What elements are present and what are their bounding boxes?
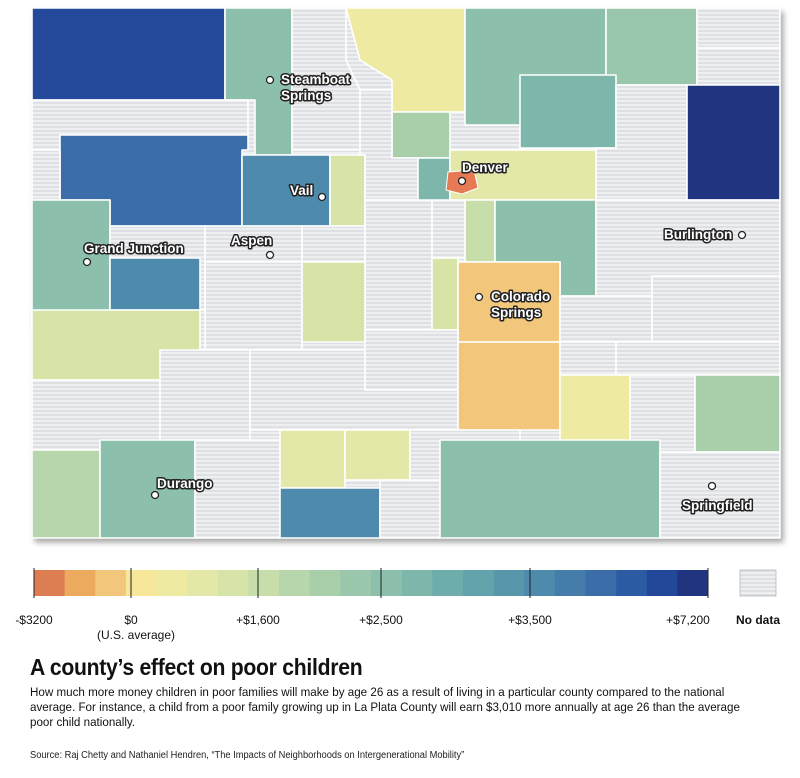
legend-tick-label: -$3200: [15, 613, 53, 627]
legend-swatch: [217, 570, 249, 596]
city-label: Durango: [157, 476, 213, 491]
legend-swatch: [248, 570, 280, 596]
description: How much more money children in poor fam…: [30, 685, 740, 729]
county-boulder: [391, 111, 451, 159]
city-label: Springs: [281, 88, 331, 103]
legend-swatch: [524, 570, 556, 596]
city-label: Colorado: [491, 289, 550, 304]
city-label: Steamboat: [281, 72, 351, 87]
city-label: Grand Junction: [84, 241, 184, 256]
county-jefferson: [431, 199, 466, 259]
caption: A county’s effect on poor children How m…: [30, 654, 785, 730]
county-kiowa: [615, 341, 781, 376]
county-delta: [109, 257, 201, 311]
legend-ticks: [33, 568, 709, 598]
county-fremont: [364, 329, 459, 391]
legend-color-ramp: [34, 570, 709, 596]
legend-tick-label: +$2,500: [359, 613, 403, 627]
city-grand-junction: Grand Junction: [83, 240, 185, 267]
legend-swatch: [493, 570, 525, 596]
county-eagle: [241, 154, 331, 227]
counties: [31, 7, 781, 539]
city-label: Vail: [290, 183, 313, 198]
county-logan: [605, 7, 698, 86]
county-archuleta: [279, 487, 381, 539]
legend-swatch: [646, 570, 678, 596]
legend-swatch: [309, 570, 341, 596]
city-springfield: Springfield: [681, 481, 754, 515]
city-burlington: Burlington: [663, 226, 747, 244]
city-aspen: Aspen: [230, 232, 275, 260]
county-ouray: [159, 349, 251, 441]
legend-no-data-label: No data: [736, 613, 780, 627]
city-vail: Vail: [289, 182, 327, 202]
county-morgan: [519, 74, 617, 149]
county-moffat: [31, 7, 226, 101]
legend-swatch: [64, 570, 96, 596]
legend-swatch: [279, 570, 311, 596]
county-garfield-west: [31, 149, 61, 201]
legend-tick-label: +$1,600: [236, 613, 280, 627]
source-note: Source: Raj Chetty and Nathaniel Hendren…: [30, 750, 465, 761]
city-steamboat-springs: Steamboat Springs: [265, 71, 352, 105]
colorado-county-map: Steamboat Springs Denver Vail Burlington…: [31, 7, 781, 539]
county-baca: [659, 451, 781, 539]
county-lincoln: [559, 295, 653, 343]
city-label: Springfield: [682, 498, 753, 513]
county-crowley: [559, 341, 617, 376]
city-label: Denver: [462, 160, 509, 175]
county-rio-grande: [344, 429, 411, 481]
headline: A county’s effect on poor children: [30, 654, 363, 680]
legend-swatch: [340, 570, 372, 596]
county-phillips: [696, 47, 781, 86]
city-denver: Denver: [457, 159, 510, 186]
county-summit: [329, 154, 366, 227]
legend-tick-label: $0: [124, 613, 138, 627]
county-park: [364, 199, 433, 331]
county-lake: [301, 225, 366, 263]
county-yuma: [686, 84, 781, 201]
city-markers: Steamboat Springs Denver Vail Burlington…: [83, 71, 755, 515]
county-douglas: [464, 199, 496, 263]
county-costilla: [379, 479, 441, 539]
county-gunnison: [204, 261, 303, 351]
legend-swatch: [371, 570, 402, 596]
county-chaffee: [301, 261, 366, 343]
county-dolores: [31, 449, 101, 539]
legend-swatch: [156, 570, 188, 596]
legend-swatch: [585, 570, 617, 596]
county-prowers: [694, 374, 781, 453]
county-sedgwick: [696, 7, 781, 49]
legend-swatch: [432, 570, 464, 596]
color-legend: -$3200 $0 (U.S. average) +$1,600 +$2,500…: [0, 560, 800, 650]
city-label: Burlington: [664, 227, 732, 242]
county-las-animas: [439, 439, 661, 539]
legend-swatch: [95, 570, 127, 596]
legend-swatch: [554, 570, 586, 596]
legend-zero-sublabel: (U.S. average): [97, 628, 175, 642]
legend-swatch: [34, 570, 65, 596]
county-pueblo: [457, 341, 561, 431]
legend-tick-label: +$3,500: [508, 613, 552, 627]
city-colorado-springs: Colorado Springs: [474, 288, 552, 322]
legend-swatch: [187, 570, 219, 596]
legend-swatch: [401, 570, 433, 596]
county-cheyenne: [651, 275, 781, 343]
legend-swatch: [677, 570, 709, 596]
city-durango: Durango: [150, 475, 214, 500]
city-label: Aspen: [231, 233, 272, 248]
legend-swatch: [462, 570, 494, 596]
city-label: Springs: [491, 305, 541, 320]
legend-swatch: [616, 570, 648, 596]
legend-no-data-swatch: [739, 569, 777, 597]
county-mineral: [279, 429, 346, 489]
county-teller: [431, 257, 459, 331]
legend-tick-label: +$7,200: [666, 613, 710, 627]
